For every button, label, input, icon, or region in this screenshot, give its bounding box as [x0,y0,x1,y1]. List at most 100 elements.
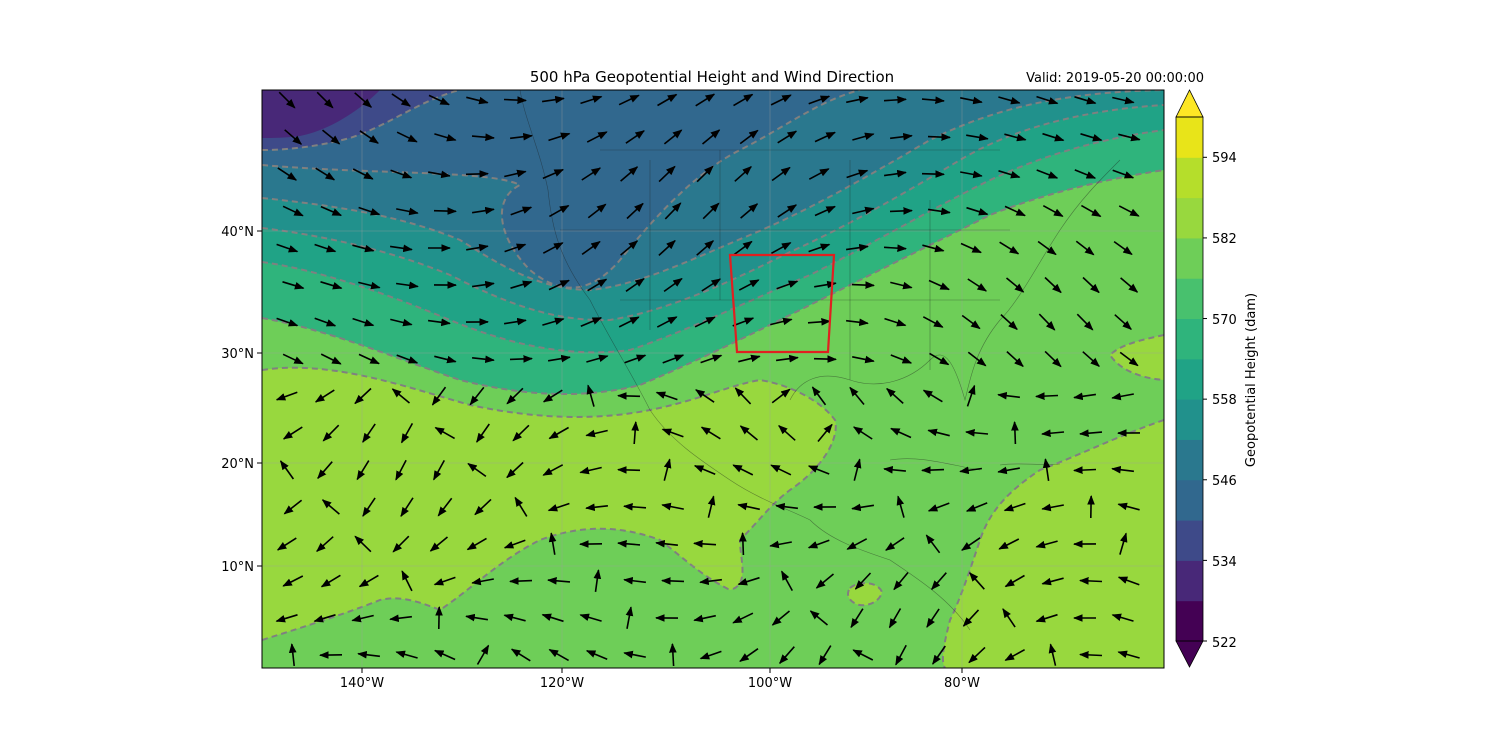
height-contour [847,582,884,607]
wind-arrow [581,240,601,256]
wind-arrow [389,244,413,253]
wind-arrow [928,279,950,291]
wind-arrow [542,464,564,476]
wind-arrow [618,316,640,328]
wind-arrow [509,355,533,363]
wind-arrow [279,460,295,480]
wind-arrow [587,203,607,219]
wind-arrow [699,577,722,586]
colorbar-band [1176,358,1203,400]
wind-arrow [921,170,945,178]
wind-arrow [510,280,533,289]
height-contour [262,90,1164,292]
wind-arrow [466,96,489,105]
wind-arrow [586,131,608,143]
wind-arrow [434,133,457,142]
wind-arrow [471,206,495,215]
wind-arrow [1112,169,1135,179]
wind-arrow [921,466,945,474]
wind-arrow [585,503,608,512]
wind-arrow [282,575,304,587]
wind-arrow [699,650,722,660]
wind-arrow [466,537,487,551]
wind-arrow [661,577,685,585]
wind-arrow [1082,276,1100,294]
wind-arrow [739,648,759,662]
wind-arrow [471,133,495,142]
wind-arrow [358,281,381,290]
wind-arrow [932,645,946,665]
wind-arrow [476,644,490,665]
wind-arrow [737,576,760,586]
wind-arrow [503,96,527,104]
wind-arrow [474,498,492,516]
wind-arrow [587,278,608,292]
wind-arrow [396,354,419,364]
wind-arrow [925,534,941,554]
wind-arrow [693,540,717,548]
wind-arrow [504,169,527,178]
wind-arrow [317,461,333,480]
coastline [519,90,971,631]
wind-arrow [276,537,297,551]
wind-arrow [1004,574,1025,588]
valid-time-label: Valid: 2019-05-20 00:00:00 [1026,71,1204,86]
wind-arrow [362,423,376,443]
wind-arrow [885,537,905,551]
wind-arrow [999,241,1020,255]
wind-arrow [808,168,830,180]
wind-arrow [658,165,676,183]
wind-arrow [506,387,524,405]
wind-arrow [770,317,793,326]
island-outline [999,463,1061,466]
y-tick-label: 20°N [221,457,254,472]
wind-arrow [1036,95,1059,105]
wind-arrow [1074,169,1097,179]
y-tick-label: 10°N [221,560,254,575]
wind-arrow [669,643,677,667]
wind-arrow [997,466,1020,475]
wind-arrow [657,93,678,107]
wind-arrow [581,167,602,181]
wind-arrow [434,426,455,440]
wind-arrow [852,355,875,364]
wind-arrow [1081,204,1102,218]
wind-arrow [580,317,603,327]
wind-arrow [469,386,485,406]
wind-arrow [620,166,639,182]
wind-arrow [354,92,373,108]
wind-arrow [542,168,564,180]
wind-arrow [895,644,907,666]
wind-arrow [1113,240,1133,256]
wind-arrow [506,461,524,479]
wind-arrow [962,609,980,627]
wind-arrow [278,91,296,109]
highlight-region-box [728,253,836,354]
wind-arrow [851,281,875,289]
wind-arrow [733,93,754,107]
wind-arrows [275,91,1141,667]
wind-arrow [1042,132,1065,142]
colorbar-band [1176,237,1203,279]
height-band-588-594-east [942,420,1164,668]
wind-arrow [542,317,565,326]
wind-arrow [1035,392,1059,400]
height-contour [262,169,1164,396]
wind-arrow [283,499,303,515]
wind-arrow [818,645,832,666]
wind-arrow [585,650,608,660]
wind-arrow [548,532,557,555]
height-contour [262,90,861,289]
wind-arrow [664,202,682,220]
x-axis [361,668,963,673]
wind-arrow [663,129,683,145]
wind-arrow [663,458,672,481]
wind-arrow [579,466,602,475]
colorbar-tick-label: 522 [1212,636,1237,651]
wind-arrow [284,129,303,145]
wind-arrow [929,352,950,366]
wind-arrow [961,537,981,551]
wind-arrow [1041,429,1065,438]
wind-arrow [320,574,341,588]
